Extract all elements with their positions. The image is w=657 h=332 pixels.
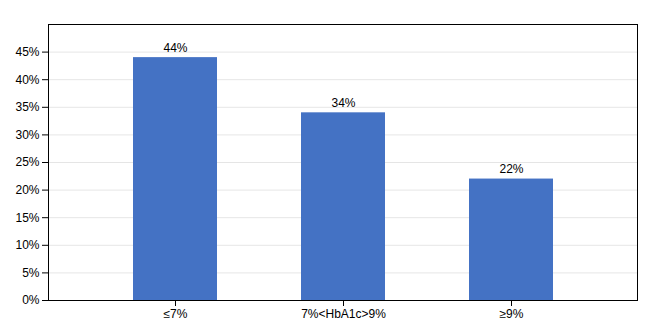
svg-text:45%: 45%: [15, 45, 39, 59]
svg-text:22%: 22%: [499, 162, 523, 176]
svg-text:10%: 10%: [15, 238, 39, 252]
svg-text:7%<HbA1c>9%: 7%<HbA1c>9%: [301, 307, 386, 321]
svg-text:20%: 20%: [15, 183, 39, 197]
svg-text:≥9%: ≥9%: [500, 307, 524, 321]
svg-text:0%: 0%: [22, 293, 40, 307]
svg-text:15%: 15%: [15, 211, 39, 225]
svg-text:≤7%: ≤7%: [164, 307, 188, 321]
svg-text:30%: 30%: [15, 128, 39, 142]
svg-text:40%: 40%: [15, 73, 39, 87]
svg-text:25%: 25%: [15, 155, 39, 169]
svg-text:35%: 35%: [15, 100, 39, 114]
svg-text:5%: 5%: [22, 266, 40, 280]
svg-text:44%: 44%: [163, 41, 187, 55]
svg-text:34%: 34%: [331, 96, 355, 110]
